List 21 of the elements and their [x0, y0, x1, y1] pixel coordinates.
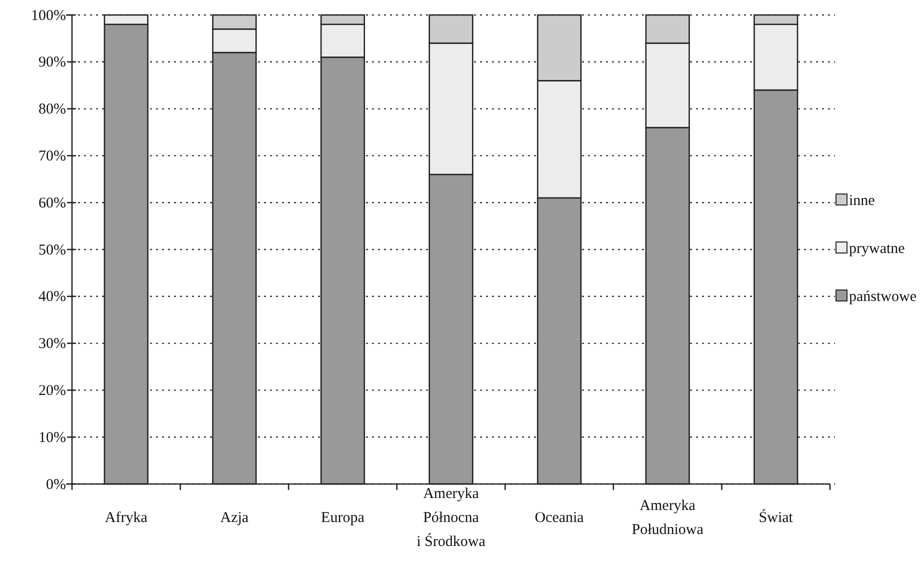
y-tick-label: 20%: [38, 383, 66, 399]
legend-label: państwowe: [849, 289, 917, 305]
legend-label: prywatne: [849, 241, 906, 257]
y-tick-label: 80%: [38, 102, 66, 118]
y-tick-label: 90%: [38, 54, 66, 71]
x-tick-label: Świat: [758, 509, 794, 526]
y-tick-label: 70%: [38, 148, 66, 164]
y-tick-label: 50%: [38, 242, 66, 258]
legend-label: inne: [849, 193, 876, 209]
y-tick-label: 60%: [38, 195, 66, 212]
y-tick-label: 10%: [38, 430, 66, 446]
x-tick-label: Europa: [321, 510, 365, 526]
y-tick-label: 40%: [38, 289, 66, 306]
y-tick-label: 0%: [46, 476, 66, 493]
y-tick-label: 100%: [31, 8, 66, 24]
x-tick-label: Afryka: [104, 510, 148, 526]
y-tick-label: 30%: [38, 336, 66, 352]
x-tick-label: Azja: [220, 510, 249, 526]
x-tick-label: Ameryka Północna i Środkowa: [416, 486, 486, 550]
x-tick-label: Ameryka Południowa: [632, 498, 704, 538]
x-tick-label: Oceania: [534, 510, 584, 526]
